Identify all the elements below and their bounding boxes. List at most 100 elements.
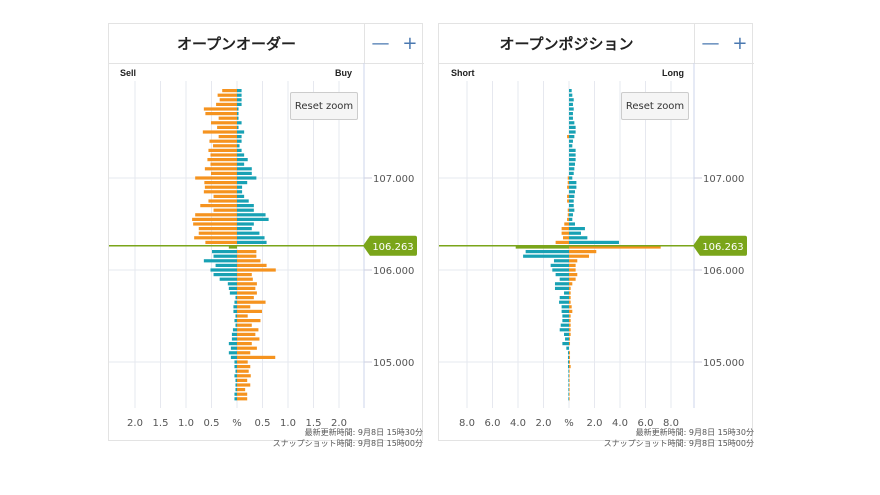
bar-right bbox=[569, 259, 578, 263]
bar-left bbox=[562, 319, 569, 323]
bar-right bbox=[569, 337, 571, 341]
current-price-value: 106.263 bbox=[372, 242, 413, 253]
bar-right bbox=[569, 190, 575, 194]
bar-right bbox=[237, 158, 248, 162]
bar-left bbox=[561, 305, 569, 309]
bar-right bbox=[569, 286, 571, 290]
bar-left bbox=[204, 181, 237, 185]
bar-right bbox=[569, 263, 576, 267]
bar-right bbox=[569, 153, 576, 157]
x-tick-label: 6.0 bbox=[485, 418, 501, 429]
bar-left bbox=[210, 268, 237, 272]
bar-right bbox=[237, 208, 254, 212]
bar-left bbox=[550, 263, 569, 267]
bar-right bbox=[237, 291, 257, 295]
bar-left bbox=[234, 319, 237, 323]
bar-right bbox=[569, 351, 571, 355]
bar-right bbox=[237, 374, 251, 378]
bar-right bbox=[237, 319, 261, 323]
reset-zoom-button[interactable]: Reset zoom bbox=[621, 92, 689, 120]
sell-label: Sell bbox=[120, 68, 137, 78]
current-price-value: 106.263 bbox=[702, 242, 743, 253]
bar-right bbox=[237, 121, 242, 125]
bar-right bbox=[569, 282, 573, 286]
bar-left bbox=[568, 388, 569, 392]
bar-right bbox=[237, 259, 261, 263]
bar-left bbox=[213, 208, 237, 212]
bar-right bbox=[569, 89, 572, 93]
bar-left bbox=[194, 236, 237, 240]
bar-left bbox=[213, 254, 237, 258]
bar-right bbox=[237, 144, 240, 148]
bar-left bbox=[193, 222, 237, 226]
bar-left bbox=[218, 116, 237, 120]
bar-left bbox=[212, 250, 237, 254]
bar-right bbox=[237, 355, 276, 359]
zoom-out-button[interactable]: — bbox=[701, 33, 720, 54]
price-tick-label: 106.000 bbox=[373, 266, 414, 277]
bar-right bbox=[569, 369, 570, 373]
bar-right bbox=[237, 328, 259, 332]
bar-left bbox=[209, 139, 237, 143]
last-updated-time: 最新更新時間: 9月8日 15時30分 bbox=[304, 428, 423, 437]
bar-left bbox=[559, 300, 569, 304]
bar-right bbox=[237, 296, 254, 300]
bar-right bbox=[237, 116, 239, 120]
zoom-controls: — + bbox=[694, 24, 754, 64]
last-updated-time: 最新更新時間: 9月8日 15時30分 bbox=[635, 428, 754, 437]
bar-right bbox=[237, 135, 242, 139]
bar-right bbox=[237, 397, 248, 401]
bar-left bbox=[208, 199, 237, 203]
current-price-badge bbox=[363, 235, 417, 256]
bar-left bbox=[234, 397, 237, 401]
bar-right bbox=[569, 167, 575, 171]
bar-left bbox=[234, 365, 237, 369]
bar-right bbox=[237, 227, 252, 231]
reset-zoom-button[interactable]: Reset zoom bbox=[290, 92, 358, 120]
price-tick-label: 105.000 bbox=[373, 358, 414, 369]
bar-right bbox=[569, 148, 576, 152]
bar-right bbox=[237, 222, 254, 226]
x-tick-label: 2.0 bbox=[331, 418, 347, 429]
x-tick-label: 2.0 bbox=[127, 418, 143, 429]
short-label: Short bbox=[451, 68, 475, 78]
bar-left bbox=[554, 286, 569, 290]
zoom-in-button[interactable]: + bbox=[732, 33, 748, 54]
bar-right bbox=[237, 231, 260, 235]
bar-right bbox=[569, 102, 573, 106]
bar-right bbox=[569, 204, 574, 208]
bar-left bbox=[561, 309, 569, 313]
bar-right bbox=[237, 360, 248, 364]
bar-right bbox=[237, 314, 248, 318]
bar-right bbox=[569, 194, 575, 198]
bar-right bbox=[237, 282, 257, 286]
bar-right bbox=[237, 369, 249, 373]
x-tick-label: 4.0 bbox=[510, 418, 526, 429]
bar-left bbox=[200, 204, 237, 208]
bar-right bbox=[237, 346, 257, 350]
bar-left bbox=[205, 240, 237, 244]
bar-left bbox=[567, 185, 569, 189]
bar-left bbox=[234, 392, 237, 396]
bar-left bbox=[561, 227, 569, 231]
bar-right bbox=[237, 194, 245, 198]
bar-right bbox=[569, 277, 576, 281]
zoom-in-button[interactable]: + bbox=[402, 33, 418, 54]
bar-left bbox=[564, 332, 569, 336]
bar-right bbox=[569, 378, 570, 382]
bar-right bbox=[237, 176, 257, 180]
zoom-out-button[interactable]: — bbox=[371, 33, 390, 54]
bar-left bbox=[217, 125, 237, 129]
bar-left bbox=[235, 296, 237, 300]
zoom-controls: — + bbox=[364, 24, 424, 64]
bar-right bbox=[237, 148, 242, 152]
orders-footer: 最新更新時間: 9月8日 15時30分 スナップショット時間: 9月8日 15時… bbox=[108, 427, 423, 449]
bar-left bbox=[204, 185, 237, 189]
bar-right bbox=[237, 190, 243, 194]
bar-left bbox=[553, 259, 569, 263]
bar-left bbox=[567, 365, 569, 369]
bar-left bbox=[235, 378, 237, 382]
bar-right bbox=[237, 107, 239, 111]
bar-right bbox=[569, 374, 570, 378]
bar-left bbox=[567, 208, 569, 212]
